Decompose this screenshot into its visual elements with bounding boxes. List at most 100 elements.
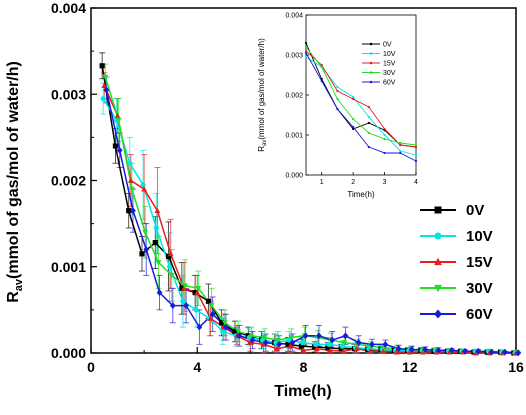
- main-y-tick-label: 0.002: [51, 173, 86, 189]
- main-point-15V: [101, 82, 108, 88]
- main-point-10V: [220, 328, 226, 335]
- main-y-tick-label: 0.003: [51, 86, 86, 102]
- inset-point-10V: [414, 153, 418, 157]
- main-point-60V: [143, 246, 150, 253]
- main-point-30V: [102, 74, 109, 81]
- main-point-10V: [140, 182, 146, 188]
- main-point-30V: [142, 229, 149, 236]
- main-legend: 0V 10V 15V 30V 60V: [420, 202, 493, 323]
- main-point-0V: [285, 341, 291, 347]
- main-point-15V: [287, 342, 294, 349]
- inset-point-15V: [367, 105, 370, 109]
- inset-point-60V: [399, 151, 402, 155]
- inset-point-60V: [367, 145, 370, 149]
- main-point-15V: [393, 349, 400, 355]
- main-point-10V: [313, 341, 319, 347]
- main-x-tick-label: 4: [193, 359, 201, 375]
- inset-y-tick-label: 0.000: [285, 173, 303, 180]
- inset-y-tick-label: 0.002: [285, 93, 303, 100]
- main-point-15V: [473, 349, 480, 356]
- main-point-0V: [179, 285, 185, 291]
- main-point-60V: [382, 340, 389, 348]
- main-point-60V: [276, 340, 282, 348]
- main-point-15V: [446, 349, 453, 355]
- main-point-15V: [167, 250, 174, 257]
- inset-line-10V: [305, 56, 417, 156]
- inset-legend-label-10V: 10V: [383, 51, 396, 58]
- inset-legend-label-60V: 60V: [383, 80, 396, 87]
- main-point-60V: [448, 347, 455, 354]
- main-point-60V: [329, 336, 336, 344]
- main-series-markers: [99, 63, 521, 357]
- main-point-60V: [435, 347, 442, 354]
- main-point-10V: [193, 307, 199, 313]
- main-point-60V: [116, 146, 123, 154]
- main-point-10V: [299, 340, 306, 346]
- inset-point-60V: [383, 151, 386, 155]
- inset-legend-marker-10V: [369, 52, 373, 55]
- inset-point-10V: [367, 115, 370, 119]
- inset-x-tick-label: 3: [383, 179, 387, 186]
- main-point-15V: [127, 177, 134, 183]
- inset-axis-ticks: 1 2 3 4 0.000 0.001 0.002 0.003 0.004: [285, 13, 418, 187]
- main-point-30V: [115, 117, 122, 124]
- main-point-60V: [501, 348, 508, 356]
- inset-legend-marker-15V: [369, 61, 373, 65]
- main-x-tick-label: 0: [87, 359, 95, 375]
- inset-y-tick-label: 0.001: [285, 133, 303, 140]
- main-point-10V: [127, 160, 133, 166]
- main-point-60V: [302, 332, 309, 340]
- main-plot-frame: [90, 7, 517, 354]
- main-point-10V: [167, 264, 173, 270]
- inset-legend: 0V 10V 15V 30V 60V: [362, 42, 396, 87]
- main-point-30V: [155, 260, 162, 266]
- main-point-60V: [515, 349, 521, 357]
- main-point-30V: [288, 335, 295, 341]
- inset-x-tick-label: 4: [414, 179, 418, 186]
- inset-y-label-main: R: [257, 146, 266, 152]
- inset-legend-marker-60V: [369, 80, 373, 84]
- main-point-30V: [261, 335, 268, 341]
- main-point-10V: [339, 343, 345, 349]
- main-point-60V: [422, 346, 429, 353]
- main-legend-label-0V: 0V: [466, 202, 484, 219]
- main-point-15V: [420, 349, 426, 355]
- main-point-0V: [99, 63, 105, 69]
- inset-point-15V: [383, 127, 386, 131]
- inset-legend-label-0V: 0V: [383, 42, 392, 49]
- main-point-30V: [168, 273, 175, 279]
- inset-point-0V: [304, 41, 308, 45]
- inset-point-60V: [352, 125, 355, 129]
- main-point-60V: [409, 346, 415, 353]
- main-point-0V: [338, 346, 344, 352]
- main-y-tick-label: 0.000: [51, 345, 86, 361]
- main-point-10V: [100, 95, 106, 102]
- main-point-15V: [154, 207, 161, 214]
- main-point-30V: [129, 186, 135, 193]
- main-point-60V: [156, 289, 163, 297]
- main-point-60V: [488, 348, 495, 356]
- main-point-0V: [152, 240, 158, 246]
- main-point-60V: [262, 339, 269, 347]
- main-legend-marker-0V: [434, 206, 442, 214]
- main-x-axis-label: Time(h): [274, 383, 331, 400]
- inset-point-60V: [336, 107, 339, 111]
- main-point-15V: [313, 345, 320, 352]
- inset-point-15V: [336, 89, 339, 93]
- main-point-60V: [369, 340, 375, 348]
- main-point-0V: [325, 345, 331, 351]
- inset-point-10V: [304, 55, 308, 59]
- main-y-axis-label: Rav(mmol of gas/mol of water/h): [5, 61, 25, 303]
- main-point-15V: [274, 345, 280, 352]
- main-point-60V: [395, 345, 402, 353]
- inset-legend-marker-0V: [369, 42, 373, 46]
- main-point-30V: [341, 340, 348, 346]
- main-point-60V: [462, 347, 468, 355]
- main-point-15V: [353, 345, 360, 352]
- main-point-60V: [196, 323, 203, 331]
- main-legend-label-60V: 60V: [466, 306, 493, 323]
- main-point-15V: [114, 112, 121, 119]
